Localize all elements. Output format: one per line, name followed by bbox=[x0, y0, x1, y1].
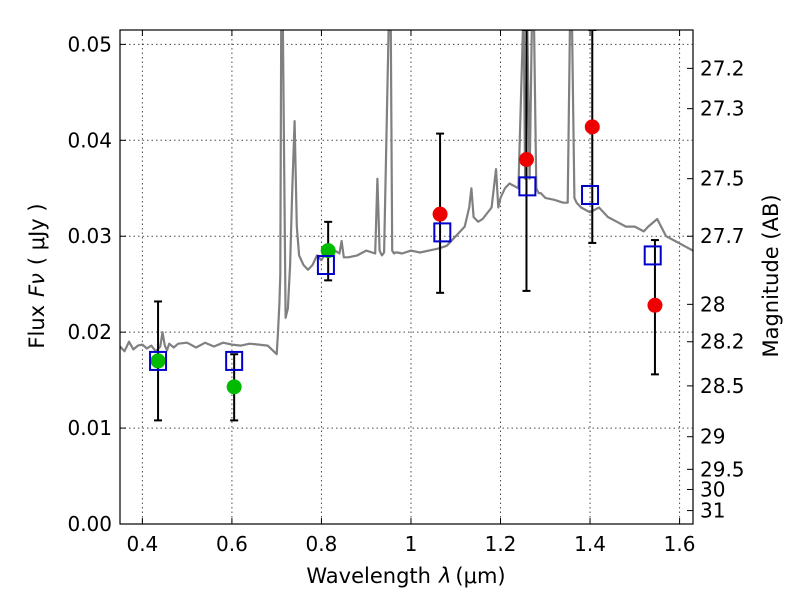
magnitude-tick-label: 27.5 bbox=[700, 167, 745, 191]
x-tick-label: 1.4 bbox=[574, 532, 606, 556]
magnitude-tick-label: 31 bbox=[700, 499, 725, 523]
magnitude-tick-label: 29.5 bbox=[700, 457, 745, 481]
y-tick-label: 0.03 bbox=[67, 224, 112, 248]
data-point-circle bbox=[226, 379, 242, 395]
magnitude-tick-label: 28.5 bbox=[700, 374, 745, 398]
y-tick-label: 0.00 bbox=[67, 512, 112, 536]
data-point-circle bbox=[320, 243, 336, 259]
magnitude-tick-label: 30 bbox=[700, 477, 725, 501]
data-point-square bbox=[316, 255, 335, 276]
magnitude-tick-label: 29 bbox=[700, 425, 725, 449]
x-tick-label: 1 bbox=[405, 532, 418, 556]
x-axis-ticks: 0.4 0.6 0.8 1 1.2 1.4 1.6 bbox=[126, 30, 695, 556]
model-spectrum bbox=[120, 30, 693, 356]
x-tick-label: 0.6 bbox=[216, 532, 248, 556]
y-axis-ticks: 0.00 0.01 0.02 0.03 0.04 0.05 bbox=[67, 32, 126, 536]
data-point-square bbox=[581, 184, 600, 205]
data-point-square bbox=[149, 350, 168, 371]
data-point-circle bbox=[150, 353, 166, 369]
spectrum-line bbox=[120, 30, 693, 356]
x-tick-label: 0.8 bbox=[306, 532, 338, 556]
data-point-circle bbox=[518, 151, 534, 167]
magnitude-tick-label: 28 bbox=[700, 292, 725, 316]
grid-lines bbox=[120, 30, 693, 525]
data-point-square bbox=[433, 222, 452, 243]
data-point-circle bbox=[647, 297, 663, 313]
x-tick-label: 0.4 bbox=[126, 532, 158, 556]
y-tick-label: 0.01 bbox=[67, 416, 112, 440]
data-point-square bbox=[518, 176, 537, 197]
data-point-circle bbox=[584, 119, 600, 135]
magnitude-tick-label: 27.7 bbox=[700, 224, 745, 248]
data-point-circle bbox=[432, 206, 448, 222]
plot-frame bbox=[119, 29, 694, 525]
y-tick-label: 0.04 bbox=[67, 128, 112, 152]
magnitude-axis-label: Magnitude (AB) bbox=[759, 194, 783, 357]
photometry-points bbox=[149, 119, 663, 395]
y-tick-label: 0.05 bbox=[67, 32, 112, 56]
magnitude-tick-label: 27.2 bbox=[700, 56, 745, 80]
y-tick-label: 0.02 bbox=[67, 320, 112, 344]
x-tick-label: 1.6 bbox=[664, 532, 696, 556]
x-tick-label: 1.2 bbox=[485, 532, 517, 556]
magnitude-tick-label: 28.2 bbox=[700, 330, 745, 354]
magnitude-tick-label: 27.3 bbox=[700, 97, 745, 121]
data-point-square bbox=[643, 245, 662, 266]
y-axis-label: FluxFν( μJy ) bbox=[25, 203, 49, 348]
data-point-square bbox=[225, 350, 244, 371]
error-bars bbox=[154, 30, 659, 422]
x-axis-label: Wavelength λ (μm) bbox=[306, 564, 505, 588]
